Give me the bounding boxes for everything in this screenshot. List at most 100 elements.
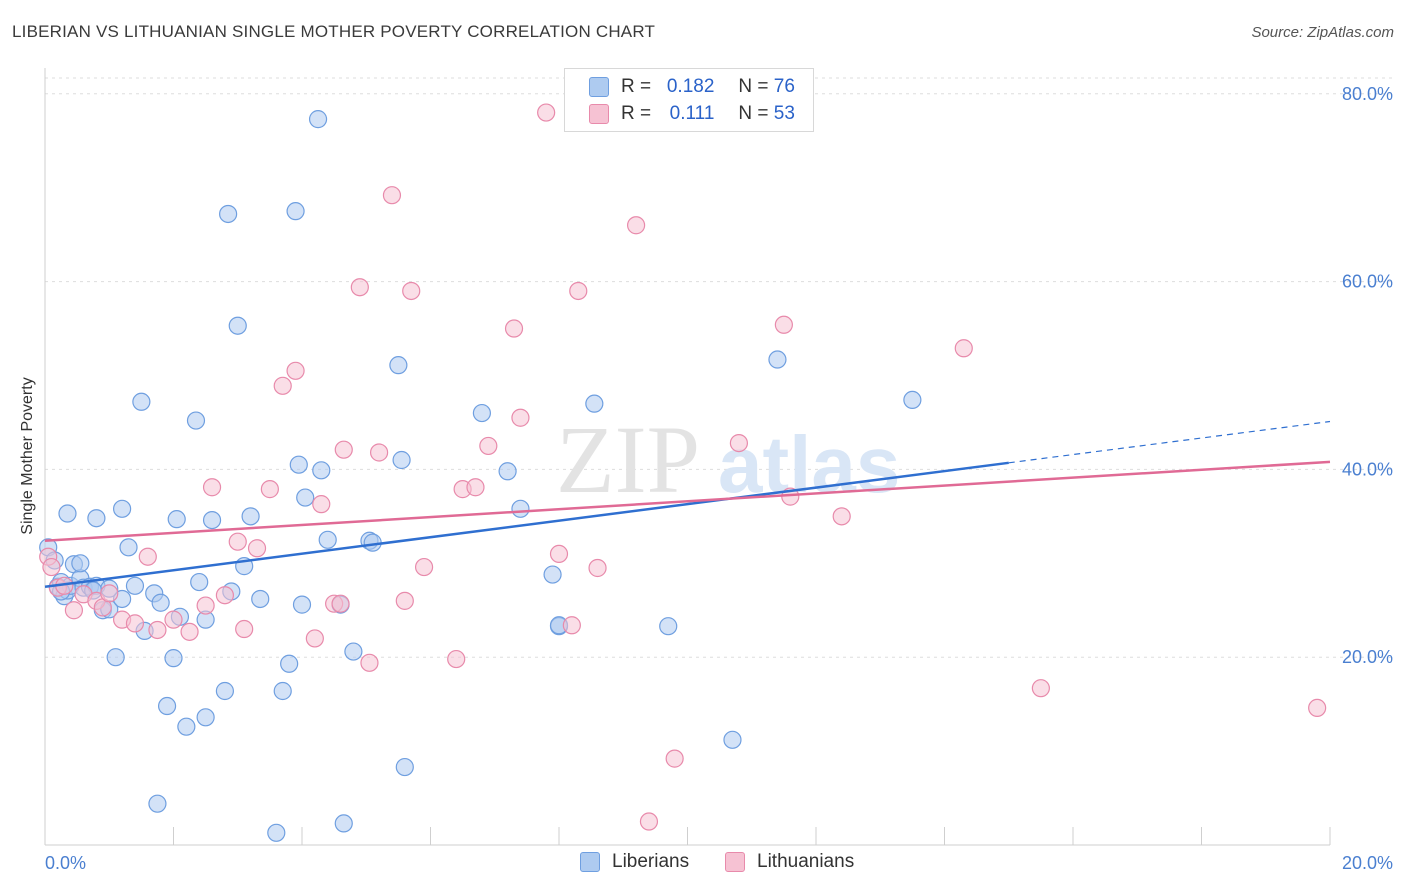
liberian-point[interactable] xyxy=(219,204,238,224)
liberian-point[interactable] xyxy=(157,696,177,716)
liberian-point[interactable] xyxy=(251,589,270,609)
lithuanian-point[interactable] xyxy=(247,539,267,558)
liberian-point[interactable] xyxy=(71,554,90,573)
lithuanian-point[interactable] xyxy=(626,216,646,235)
liberian-point[interactable] xyxy=(215,681,234,701)
liberian-point[interactable] xyxy=(292,595,312,614)
liberian-point[interactable] xyxy=(112,499,132,518)
lithuanian-point[interactable] xyxy=(125,614,145,633)
lithuanian-point[interactable] xyxy=(414,557,434,577)
liberian-point[interactable] xyxy=(289,455,308,474)
lithuanian-point[interactable] xyxy=(64,601,84,620)
lithuanian-point[interactable] xyxy=(447,649,466,669)
liberian-point[interactable] xyxy=(472,403,491,423)
lithuanian-point[interactable] xyxy=(504,319,524,338)
liberian-point[interactable] xyxy=(723,730,742,749)
series-legend-liberians[interactable]: Liberians xyxy=(580,851,689,873)
lithuanian-point[interactable] xyxy=(260,480,279,499)
liberian-point[interactable] xyxy=(543,565,562,584)
lithuanian-point[interactable] xyxy=(382,186,402,205)
liberian-point[interactable] xyxy=(196,708,215,727)
lithuanian-point[interactable] xyxy=(395,591,414,610)
liberian-point[interactable] xyxy=(389,356,408,375)
liberian-point[interactable] xyxy=(296,488,315,507)
lithuanian-point[interactable] xyxy=(360,653,379,672)
liberian-point[interactable] xyxy=(151,593,170,612)
lithuanian-point[interactable] xyxy=(350,278,369,297)
liberian-point[interactable] xyxy=(344,642,363,661)
lithuanian-point[interactable] xyxy=(402,281,421,301)
liberian-point[interactable] xyxy=(87,509,106,528)
lithuanian-point[interactable] xyxy=(639,812,659,831)
lithuanian-point[interactable] xyxy=(331,594,350,613)
liberian-point[interactable] xyxy=(395,757,414,777)
liberian-point[interactable] xyxy=(164,649,183,668)
liberian-point[interactable] xyxy=(585,394,604,413)
liberian-point[interactable] xyxy=(280,654,299,673)
lithuanian-point[interactable] xyxy=(305,629,324,648)
lithuanian-point[interactable] xyxy=(511,408,530,427)
lithuanian-point[interactable] xyxy=(729,433,749,453)
liberian-point[interactable] xyxy=(119,538,138,557)
series-legend-lithuanians[interactable]: Lithuanians xyxy=(725,851,854,873)
lithuanian-point[interactable] xyxy=(273,376,292,395)
lithuanian-point[interactable] xyxy=(466,478,485,497)
liberian-point[interactable] xyxy=(392,450,411,470)
liberian-point[interactable] xyxy=(125,576,145,595)
y-tick-label: 80.0% xyxy=(1342,84,1393,104)
liberian-point[interactable] xyxy=(106,648,125,667)
lithuanian-point[interactable] xyxy=(312,495,331,514)
lithuanian-point[interactable] xyxy=(1308,698,1327,718)
liberian-point[interactable] xyxy=(202,510,222,530)
lithuanian-point[interactable] xyxy=(549,544,569,564)
x-tick-label: 0.0% xyxy=(45,853,86,873)
lithuanian-point[interactable] xyxy=(537,103,556,122)
legend-r-label: R = xyxy=(621,76,652,97)
lithuanian-point[interactable] xyxy=(954,339,973,358)
liberian-point[interactable] xyxy=(334,814,353,833)
lithuanian-point[interactable] xyxy=(235,619,254,639)
lithuanian-point[interactable] xyxy=(665,749,684,768)
lithuanian-point[interactable] xyxy=(774,315,793,334)
lithuanian-point[interactable] xyxy=(569,281,588,301)
liberian-point[interactable] xyxy=(308,110,328,129)
liberian-point[interactable] xyxy=(318,530,337,549)
lithuanian-point[interactable] xyxy=(588,558,607,578)
liberian-point[interactable] xyxy=(132,392,151,411)
lithuanian-point[interactable] xyxy=(100,584,119,603)
liberian-point[interactable] xyxy=(903,390,922,410)
liberian-point[interactable] xyxy=(286,202,305,221)
liberian-point[interactable] xyxy=(511,499,530,518)
liberian-point[interactable] xyxy=(659,617,678,636)
liberian-point[interactable] xyxy=(768,350,787,369)
liberian-point[interactable] xyxy=(58,504,77,523)
lithuanian-point[interactable] xyxy=(228,532,247,551)
watermark: ZIP atlas xyxy=(556,406,900,513)
lithuanian-point[interactable] xyxy=(334,440,353,459)
liberian-point[interactable] xyxy=(498,462,517,481)
lithuanian-point[interactable] xyxy=(138,547,157,566)
lithuanian-point[interactable] xyxy=(562,616,581,635)
liberian-point[interactable] xyxy=(267,823,286,842)
liberian-point[interactable] xyxy=(312,461,331,480)
lithuanian-point[interactable] xyxy=(180,622,199,641)
lithuanian-point[interactable] xyxy=(42,557,61,577)
liberian-point[interactable] xyxy=(190,572,209,592)
liberian-point[interactable] xyxy=(148,794,167,813)
lithuanian-point[interactable] xyxy=(286,361,305,380)
liberian-point[interactable] xyxy=(228,316,247,335)
liberian-point[interactable] xyxy=(177,717,196,736)
liberian-point[interactable] xyxy=(273,681,292,701)
liberian-point[interactable] xyxy=(241,507,260,526)
lithuanian-point[interactable] xyxy=(202,478,222,497)
lithuanian-point[interactable] xyxy=(215,586,234,605)
liberian-point[interactable] xyxy=(167,510,186,529)
lithuanian-point[interactable] xyxy=(196,596,215,615)
lithuanian-point[interactable] xyxy=(1031,679,1050,698)
lithuanian-point[interactable] xyxy=(479,436,498,456)
lithuanian-point[interactable] xyxy=(164,610,183,629)
lithuanian-point[interactable] xyxy=(370,443,389,462)
lithuanian-point[interactable] xyxy=(832,507,851,526)
lithuanian-point[interactable] xyxy=(148,620,167,640)
liberian-point[interactable] xyxy=(186,411,206,430)
